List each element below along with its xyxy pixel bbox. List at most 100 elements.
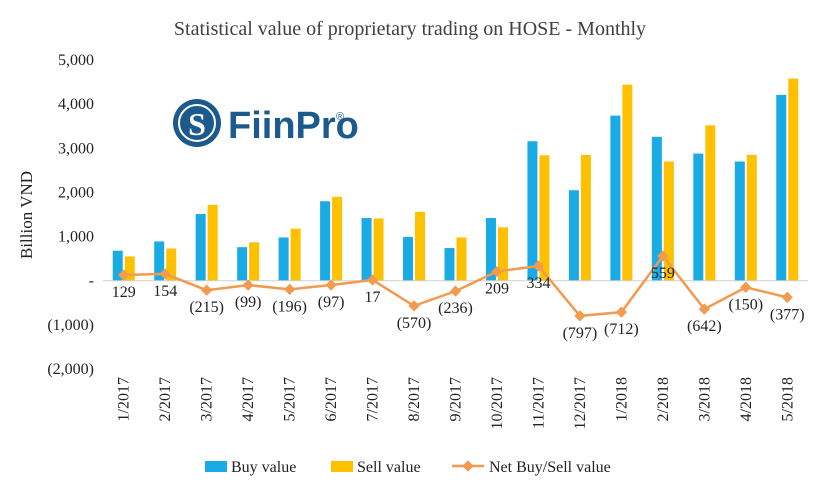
x-tick-label: 9/2017 <box>448 377 465 421</box>
buy-bar <box>651 136 662 281</box>
legend-label-buy: Buy value <box>231 459 296 476</box>
net-data-label: (215) <box>189 299 224 316</box>
buy-bar <box>361 218 372 281</box>
sell-bar <box>663 161 674 281</box>
buy-bar <box>693 153 704 281</box>
net-point <box>574 310 586 322</box>
sell-bar <box>415 211 426 281</box>
net-point <box>201 284 213 296</box>
buy-bar <box>734 161 745 281</box>
buy-bar <box>112 250 123 281</box>
net-data-label: 154 <box>153 283 177 300</box>
data-labels: 129 154 (215) (99) (196) (97) 17 (570) (236) 209 3… <box>112 265 805 342</box>
legend-label-net: Net Buy/Sell value <box>489 459 611 476</box>
sell-bar <box>788 78 799 281</box>
net-data-label: (377) <box>770 306 805 323</box>
net-point <box>657 250 669 262</box>
buy-bar <box>154 241 165 281</box>
bars <box>112 78 799 281</box>
net-point <box>325 279 337 291</box>
y-tick-label: (1,000) <box>47 317 94 334</box>
sell-bar <box>290 228 301 281</box>
legend-label-sell: Sell value <box>357 459 421 476</box>
sell-bar <box>539 155 550 281</box>
buy-bar <box>237 247 248 281</box>
net-point <box>408 300 420 312</box>
sell-bar <box>332 196 343 281</box>
x-tick-label: 12/2017 <box>572 377 589 429</box>
net-point <box>449 285 462 297</box>
logo-registered-mark: ® <box>336 111 344 123</box>
buy-bar <box>610 115 621 281</box>
legend: Buy value Sell value Net Buy/Sell value <box>205 459 611 476</box>
net-data-label: (150) <box>728 296 763 313</box>
net-point <box>615 306 628 318</box>
x-tick-label: 6/2017 <box>323 377 340 421</box>
x-tick-label: 7/2017 <box>365 377 382 421</box>
x-tick-label: 8/2017 <box>406 377 423 421</box>
y-tick-label: 3,000 <box>58 140 94 157</box>
net-point <box>491 265 503 278</box>
logo-s-glyph-icon: S <box>188 106 206 142</box>
net-point <box>740 281 752 293</box>
x-tick-label: 10/2017 <box>489 377 506 429</box>
sell-bar <box>373 218 384 281</box>
x-tick-label: 3/2018 <box>696 377 713 421</box>
x-tick-label: 1/2018 <box>613 377 630 421</box>
y-tick-label: - <box>89 273 94 290</box>
x-tick-label: 2/2018 <box>655 377 672 421</box>
buy-bar <box>278 237 289 281</box>
net-data-label: (712) <box>604 321 639 338</box>
y-tick-label: 4,000 <box>58 96 94 113</box>
net-point <box>698 303 710 315</box>
sell-bar <box>207 204 218 281</box>
legend-swatch-sell <box>331 461 353 472</box>
logo-inner-ring-icon <box>178 104 216 142</box>
sell-bar <box>580 154 591 281</box>
net-point <box>159 268 171 280</box>
x-tick-label: 1/2017 <box>116 377 133 421</box>
buy-bar <box>195 214 206 281</box>
net-data-label: (196) <box>272 298 307 315</box>
sell-bar <box>497 227 508 281</box>
net-data-label: 559 <box>651 265 675 282</box>
logo-text: FiinPro <box>228 105 359 147</box>
buy-bar <box>444 248 455 281</box>
net-data-label: 129 <box>112 284 136 301</box>
legend-swatch-net-marker <box>462 460 474 472</box>
legend-swatch-buy <box>205 461 227 472</box>
y-tick-label: 1,000 <box>58 229 94 246</box>
buy-bar <box>403 237 414 281</box>
x-tick-label: 2/2017 <box>157 377 174 421</box>
buy-bar <box>485 218 496 281</box>
x-tick-label: 5/2017 <box>282 377 299 421</box>
y-tick-label: 2,000 <box>58 184 94 201</box>
x-tick-label: 5/2018 <box>779 377 796 421</box>
buy-bar <box>527 141 538 281</box>
buy-bar <box>320 201 331 281</box>
net-data-label: (97) <box>318 294 345 311</box>
x-tick-label: 4/2018 <box>738 377 755 421</box>
fiinpro-logo: S FiinPro ® <box>173 99 359 147</box>
net-data-label: (797) <box>563 325 598 342</box>
sell-bar <box>124 256 135 281</box>
net-data-label: (236) <box>438 300 473 317</box>
net-data-label: (99) <box>235 294 262 311</box>
sell-bar <box>622 84 633 281</box>
y-axis-label: Billion VND <box>17 171 36 259</box>
buy-bar <box>568 190 579 281</box>
chart-title: Statistical value of proprietary trading… <box>174 18 646 40</box>
net-point <box>283 283 296 296</box>
net-point <box>781 291 793 304</box>
sell-bar <box>705 125 716 281</box>
logo-circle-icon <box>173 99 221 147</box>
buy-bar <box>776 94 787 281</box>
sell-bar <box>456 237 467 281</box>
net-point <box>532 260 545 272</box>
y-tick-label: (2,000) <box>47 361 94 378</box>
sell-bar <box>249 242 260 281</box>
net-point <box>366 274 379 286</box>
x-tick-label: 3/2017 <box>199 377 216 421</box>
net-data-label: (642) <box>687 318 722 335</box>
net-data-label: 209 <box>485 280 509 297</box>
